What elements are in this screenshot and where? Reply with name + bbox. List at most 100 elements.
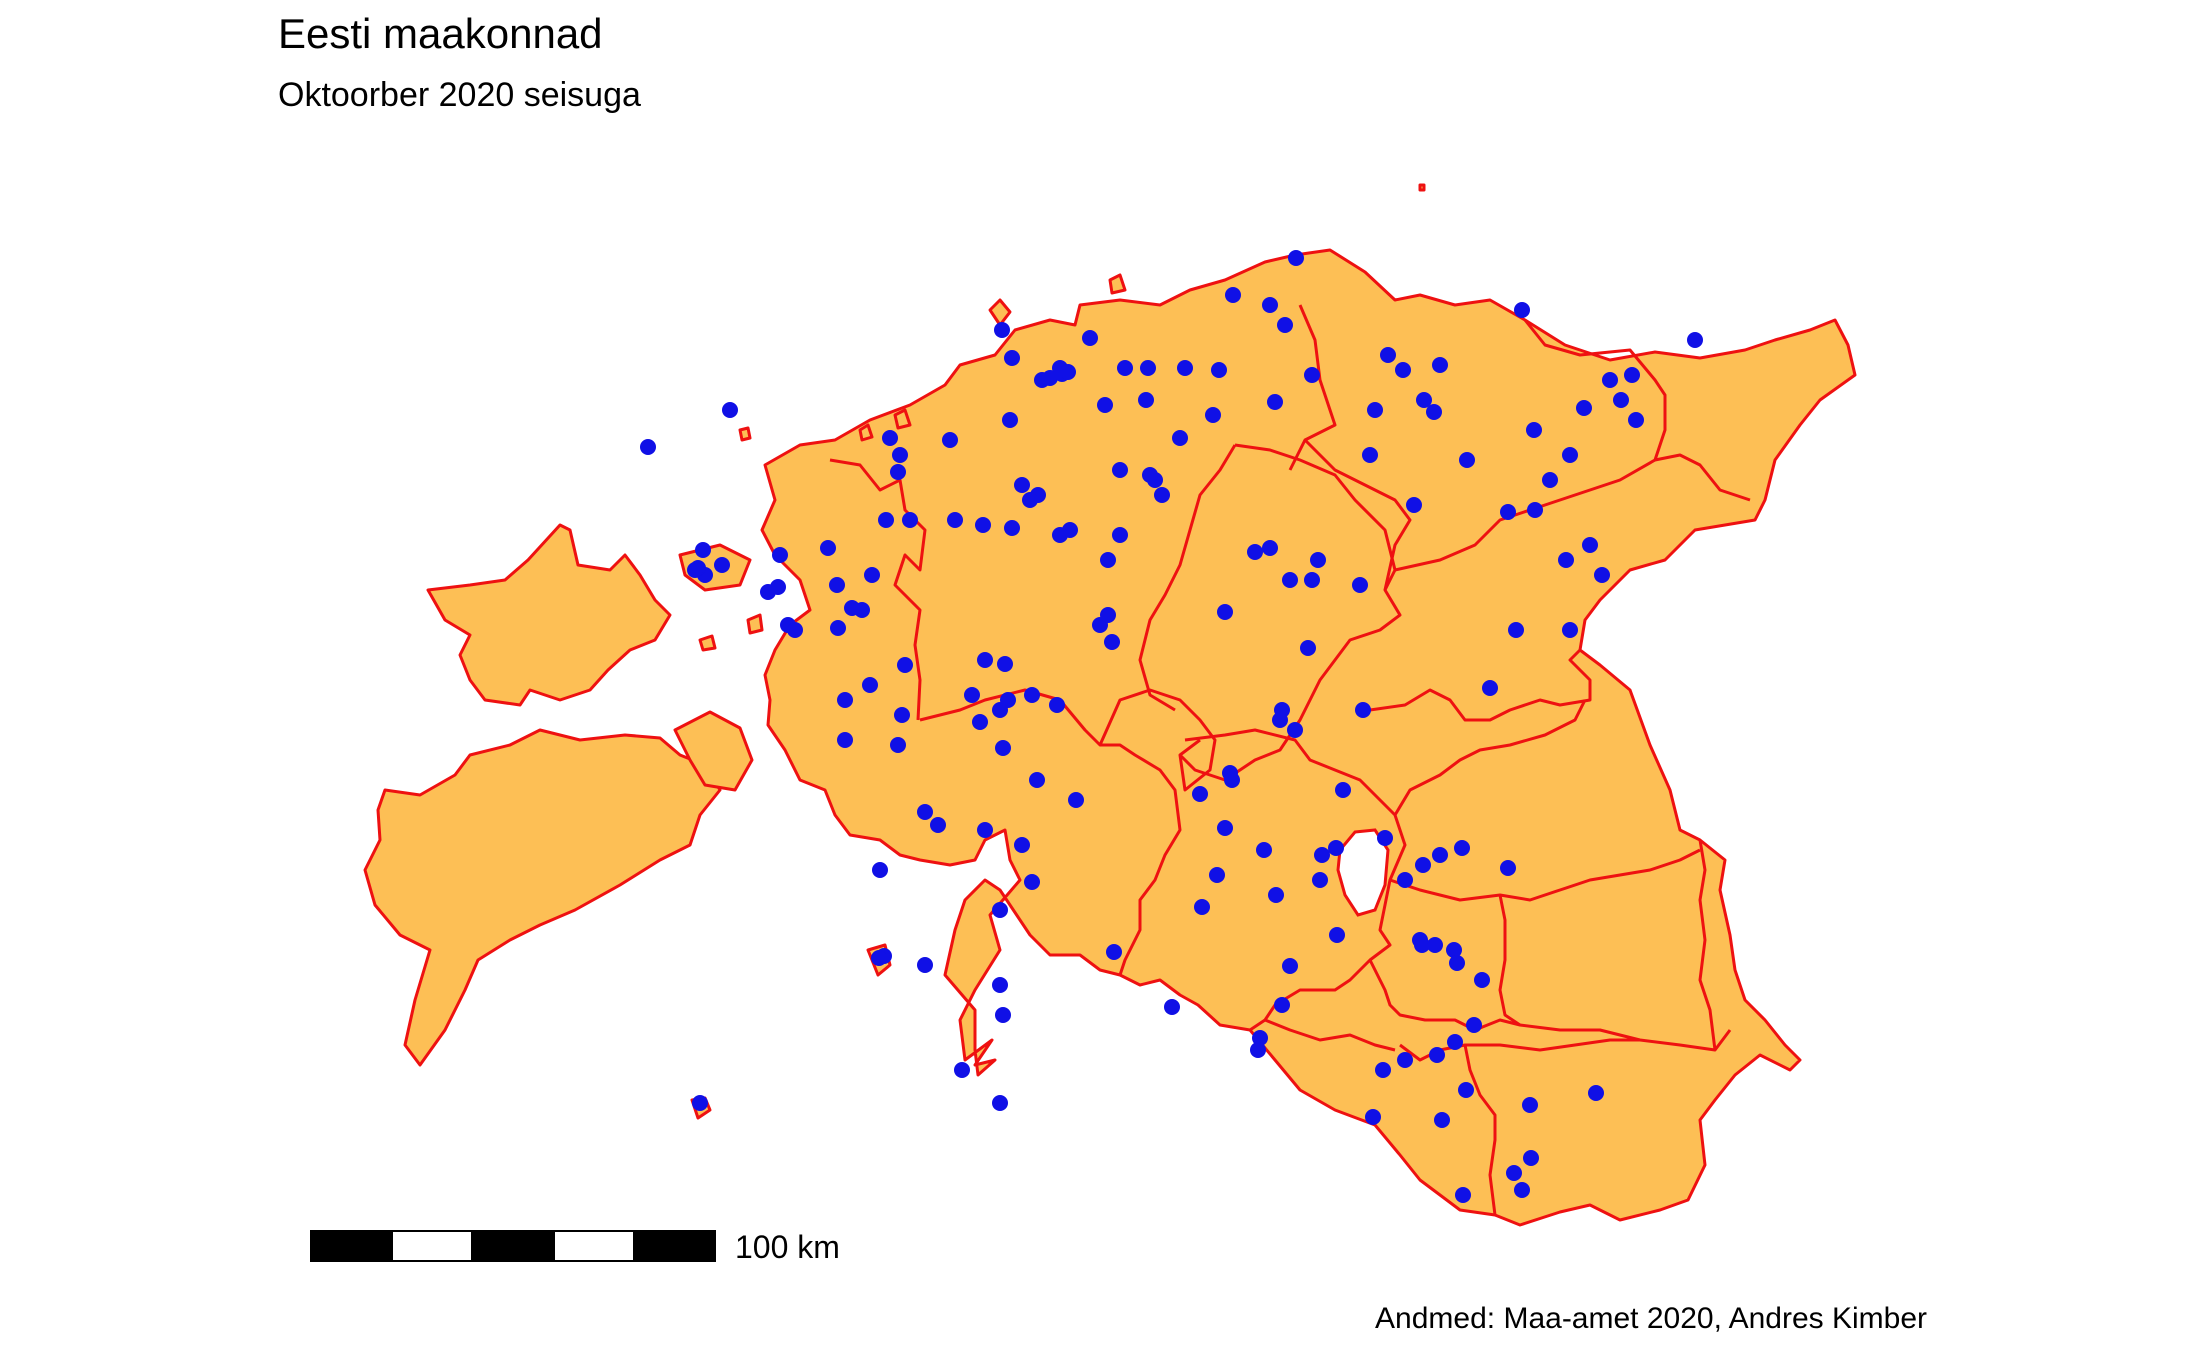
coastal-islets bbox=[698, 183, 1426, 652]
settlement-point bbox=[1014, 837, 1030, 853]
settlement-point bbox=[1514, 302, 1530, 318]
settlement-point bbox=[1256, 842, 1272, 858]
settlement-point bbox=[1049, 697, 1065, 713]
settlement-point bbox=[1624, 367, 1640, 383]
settlement-point bbox=[1449, 955, 1465, 971]
county-hiiumaa bbox=[426, 523, 672, 707]
settlement-point bbox=[975, 517, 991, 533]
settlement-point bbox=[1500, 860, 1516, 876]
settlement-point bbox=[1527, 502, 1543, 518]
settlement-point bbox=[995, 1007, 1011, 1023]
settlement-point bbox=[844, 600, 860, 616]
settlement-point bbox=[917, 804, 933, 820]
map-subtitle: Oktoorber 2020 seisuga bbox=[278, 76, 641, 114]
settlement-point bbox=[1100, 607, 1116, 623]
settlement-point bbox=[1562, 447, 1578, 463]
settlement-point bbox=[1355, 702, 1371, 718]
settlement-point bbox=[1140, 360, 1156, 376]
settlement-point bbox=[722, 402, 738, 418]
settlement-point bbox=[1429, 1047, 1445, 1063]
settlement-point bbox=[1523, 1150, 1539, 1166]
settlement-point bbox=[1288, 250, 1304, 266]
settlement-point bbox=[1287, 722, 1303, 738]
settlement-point bbox=[992, 977, 1008, 993]
settlement-point bbox=[1416, 392, 1432, 408]
settlement-point bbox=[1466, 1017, 1482, 1033]
settlement-point bbox=[871, 950, 887, 966]
settlement-point bbox=[830, 620, 846, 636]
settlement-point bbox=[1415, 857, 1431, 873]
settlement-point bbox=[1427, 937, 1443, 953]
settlement-point bbox=[770, 579, 786, 595]
settlement-point bbox=[917, 957, 933, 973]
county-saaremaa bbox=[363, 728, 722, 1067]
estonia-mainland bbox=[760, 248, 1857, 1227]
settlement-point bbox=[829, 577, 845, 593]
settlement-point bbox=[1310, 552, 1326, 568]
settlement-point bbox=[687, 562, 703, 578]
settlement-point bbox=[1138, 392, 1154, 408]
settlement-point bbox=[1205, 407, 1221, 423]
settlement-point bbox=[1304, 572, 1320, 588]
settlement-point bbox=[864, 567, 880, 583]
settlement-point bbox=[1300, 640, 1316, 656]
settlement-point bbox=[1362, 447, 1378, 463]
settlement-point bbox=[878, 512, 894, 528]
settlement-point bbox=[1224, 772, 1240, 788]
settlement-point bbox=[1225, 287, 1241, 303]
settlement-point bbox=[994, 322, 1010, 338]
settlement-point bbox=[992, 702, 1008, 718]
settlement-point bbox=[977, 652, 993, 668]
settlement-point bbox=[1177, 360, 1193, 376]
settlement-point bbox=[695, 542, 711, 558]
settlement-point bbox=[1024, 687, 1040, 703]
settlement-point bbox=[820, 540, 836, 556]
settlement-point bbox=[1562, 622, 1578, 638]
settlement-point bbox=[1506, 1165, 1522, 1181]
settlement-point bbox=[1252, 1030, 1268, 1046]
settlement-point bbox=[1602, 372, 1618, 388]
settlement-point bbox=[1004, 350, 1020, 366]
settlement-point bbox=[1432, 847, 1448, 863]
settlement-point bbox=[1582, 537, 1598, 553]
settlement-point bbox=[1588, 1085, 1604, 1101]
settlement-point bbox=[1458, 1082, 1474, 1098]
settlement-point bbox=[1455, 1187, 1471, 1203]
settlement-point bbox=[972, 714, 988, 730]
settlement-point bbox=[1482, 680, 1498, 696]
settlement-point bbox=[1262, 297, 1278, 313]
settlement-point bbox=[1365, 1109, 1381, 1125]
settlement-point bbox=[1314, 847, 1330, 863]
settlement-point bbox=[1446, 942, 1462, 958]
settlement-point bbox=[1526, 422, 1542, 438]
settlement-point bbox=[892, 447, 908, 463]
settlement-point bbox=[1375, 1062, 1391, 1078]
settlement-point bbox=[1558, 552, 1574, 568]
settlement-point bbox=[897, 657, 913, 673]
settlement-point bbox=[1335, 782, 1351, 798]
settlement-point bbox=[1613, 392, 1629, 408]
settlement-point bbox=[1211, 362, 1227, 378]
map-title: Eesti maakonnad bbox=[278, 10, 603, 57]
county-muhu bbox=[673, 710, 754, 792]
settlement-point bbox=[1247, 544, 1263, 560]
settlement-point bbox=[1454, 840, 1470, 856]
settlement-point bbox=[1277, 317, 1293, 333]
settlement-point bbox=[1367, 402, 1383, 418]
settlement-point bbox=[1522, 1097, 1538, 1113]
settlement-point bbox=[640, 439, 656, 455]
settlement-point bbox=[1024, 874, 1040, 890]
settlement-point bbox=[1304, 367, 1320, 383]
settlement-point bbox=[1380, 347, 1396, 363]
settlement-point bbox=[997, 656, 1013, 672]
settlement-point bbox=[1112, 527, 1128, 543]
settlement-point bbox=[1432, 357, 1448, 373]
settlement-point bbox=[1268, 887, 1284, 903]
settlement-point bbox=[1068, 792, 1084, 808]
settlement-point bbox=[1542, 472, 1558, 488]
settlement-point bbox=[947, 512, 963, 528]
settlement-point bbox=[1328, 840, 1344, 856]
settlement-point bbox=[1029, 772, 1045, 788]
settlement-point bbox=[1352, 577, 1368, 593]
